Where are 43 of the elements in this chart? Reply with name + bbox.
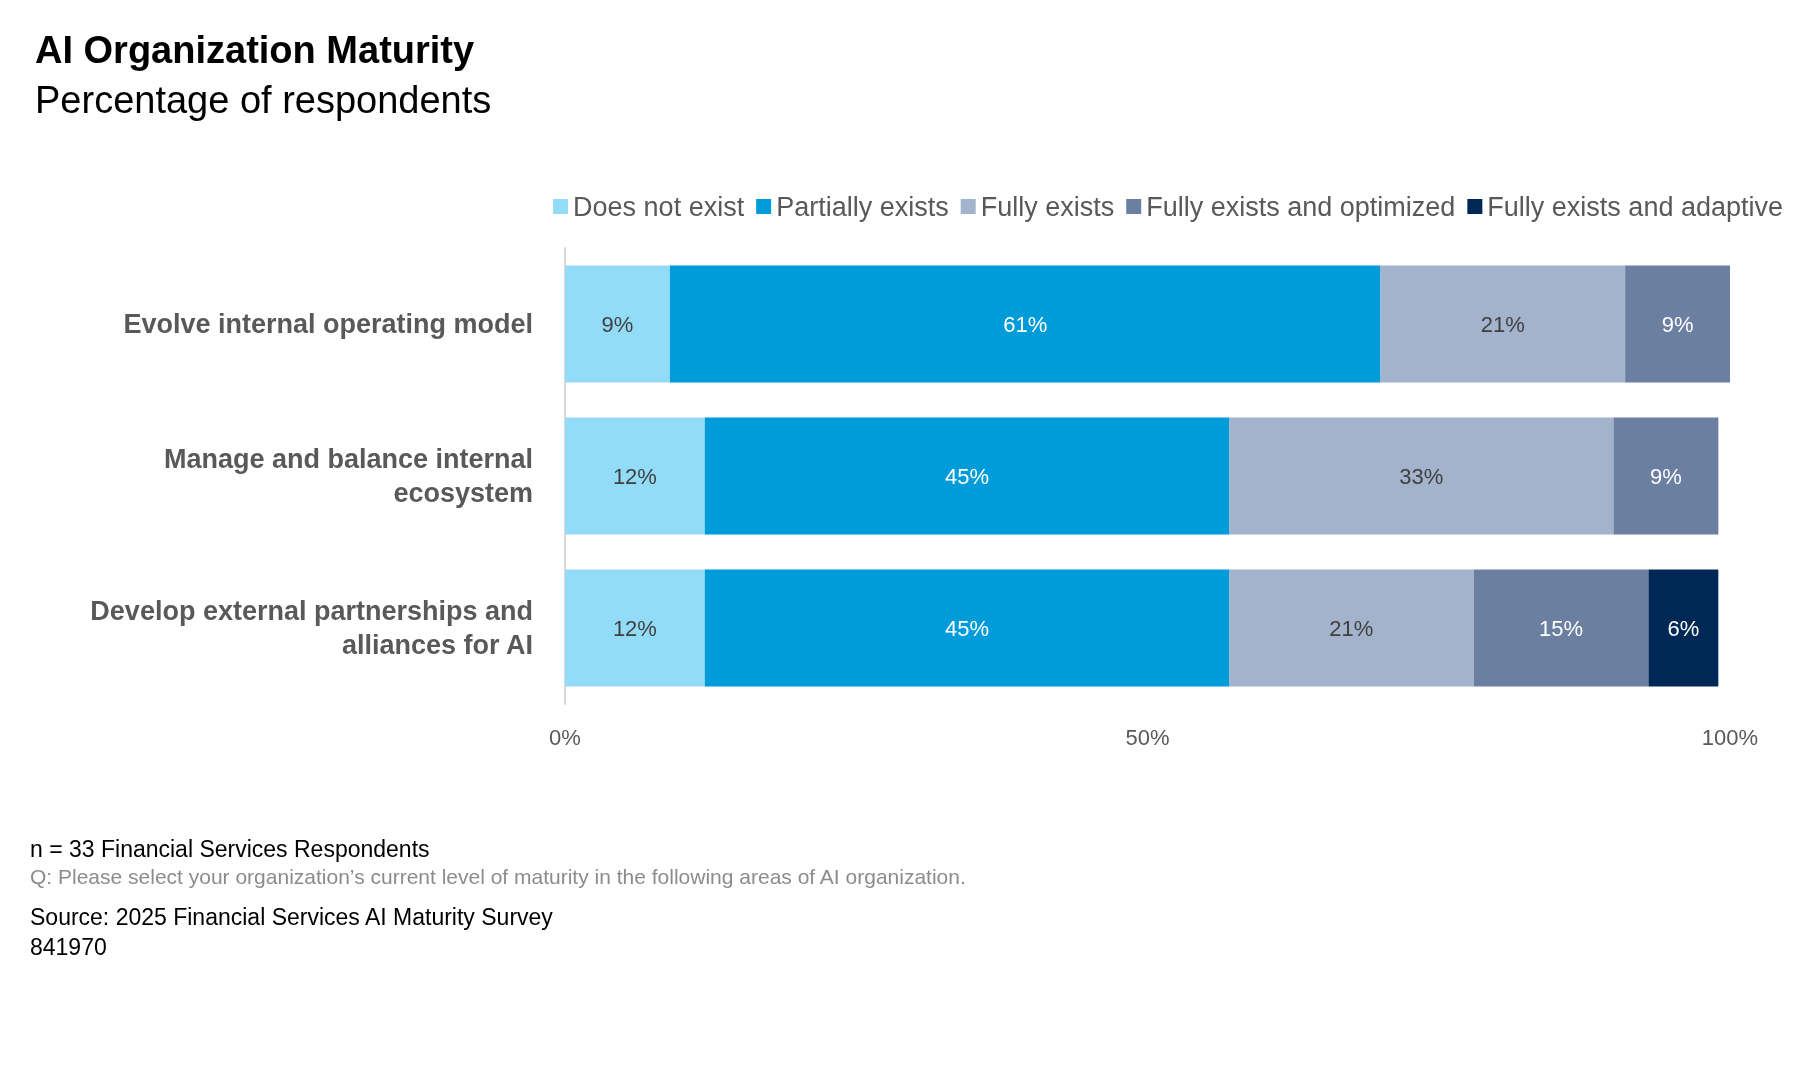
text: n = 33 Financial Services Respondents: [30, 835, 430, 862]
y-tick-label: Evolve internal operating model: [123, 309, 533, 339]
chart-subtitle: Percentage of respondents: [35, 79, 492, 121]
text: Q: Please select your organization’s current level of maturity in the following areas of AI organization.: [30, 865, 966, 888]
bar: [565, 265, 670, 383]
bar: [1625, 265, 1730, 383]
bar: [1613, 417, 1719, 535]
text: 15%: [1539, 615, 1584, 641]
bar: [565, 569, 705, 687]
legend-label: Partially exists: [776, 191, 949, 222]
text: 45%: [944, 463, 989, 489]
text: 6%: [1667, 615, 1700, 641]
y-tick-label: Manage and balance internal ecosystem: [163, 444, 533, 508]
legend-label: Fully exists and adaptive: [1487, 191, 1783, 222]
text: AI Organization Maturity: [35, 29, 475, 71]
legend-label: Fully exists and optimized: [1146, 191, 1456, 222]
text: 9%: [1661, 311, 1694, 337]
bar: [704, 569, 1230, 687]
bar: [1473, 569, 1649, 687]
legend-label: Does not exist: [573, 191, 745, 222]
bar: [1229, 417, 1614, 535]
text: 33%: [1399, 463, 1444, 489]
bar: [1648, 569, 1719, 687]
bar: [669, 265, 1381, 383]
legend-label: Fully exists: [980, 191, 1115, 222]
text: 841970: [30, 933, 107, 960]
bar: [565, 417, 705, 535]
bar: [1380, 265, 1626, 383]
bar: [704, 417, 1230, 535]
text: 21%: [1329, 615, 1374, 641]
x-tick-label: 0%: [549, 724, 581, 750]
source-note: Source: 2025 Financial Services AI Maturity Survey: [30, 903, 554, 930]
x-tick-label: 50%: [1125, 724, 1170, 750]
bar: [1229, 569, 1474, 687]
text: 9%: [1650, 463, 1682, 489]
text: 45%: [944, 615, 989, 641]
text: 61%: [1003, 311, 1048, 337]
y-tick-label: Develop external partnerships and alliances for AI: [90, 596, 533, 660]
x-tick-label: 100%: [1701, 724, 1759, 750]
text: 12%: [612, 615, 657, 641]
text: 12%: [612, 463, 657, 489]
text: 9%: [601, 311, 634, 337]
text: 21%: [1480, 311, 1525, 337]
